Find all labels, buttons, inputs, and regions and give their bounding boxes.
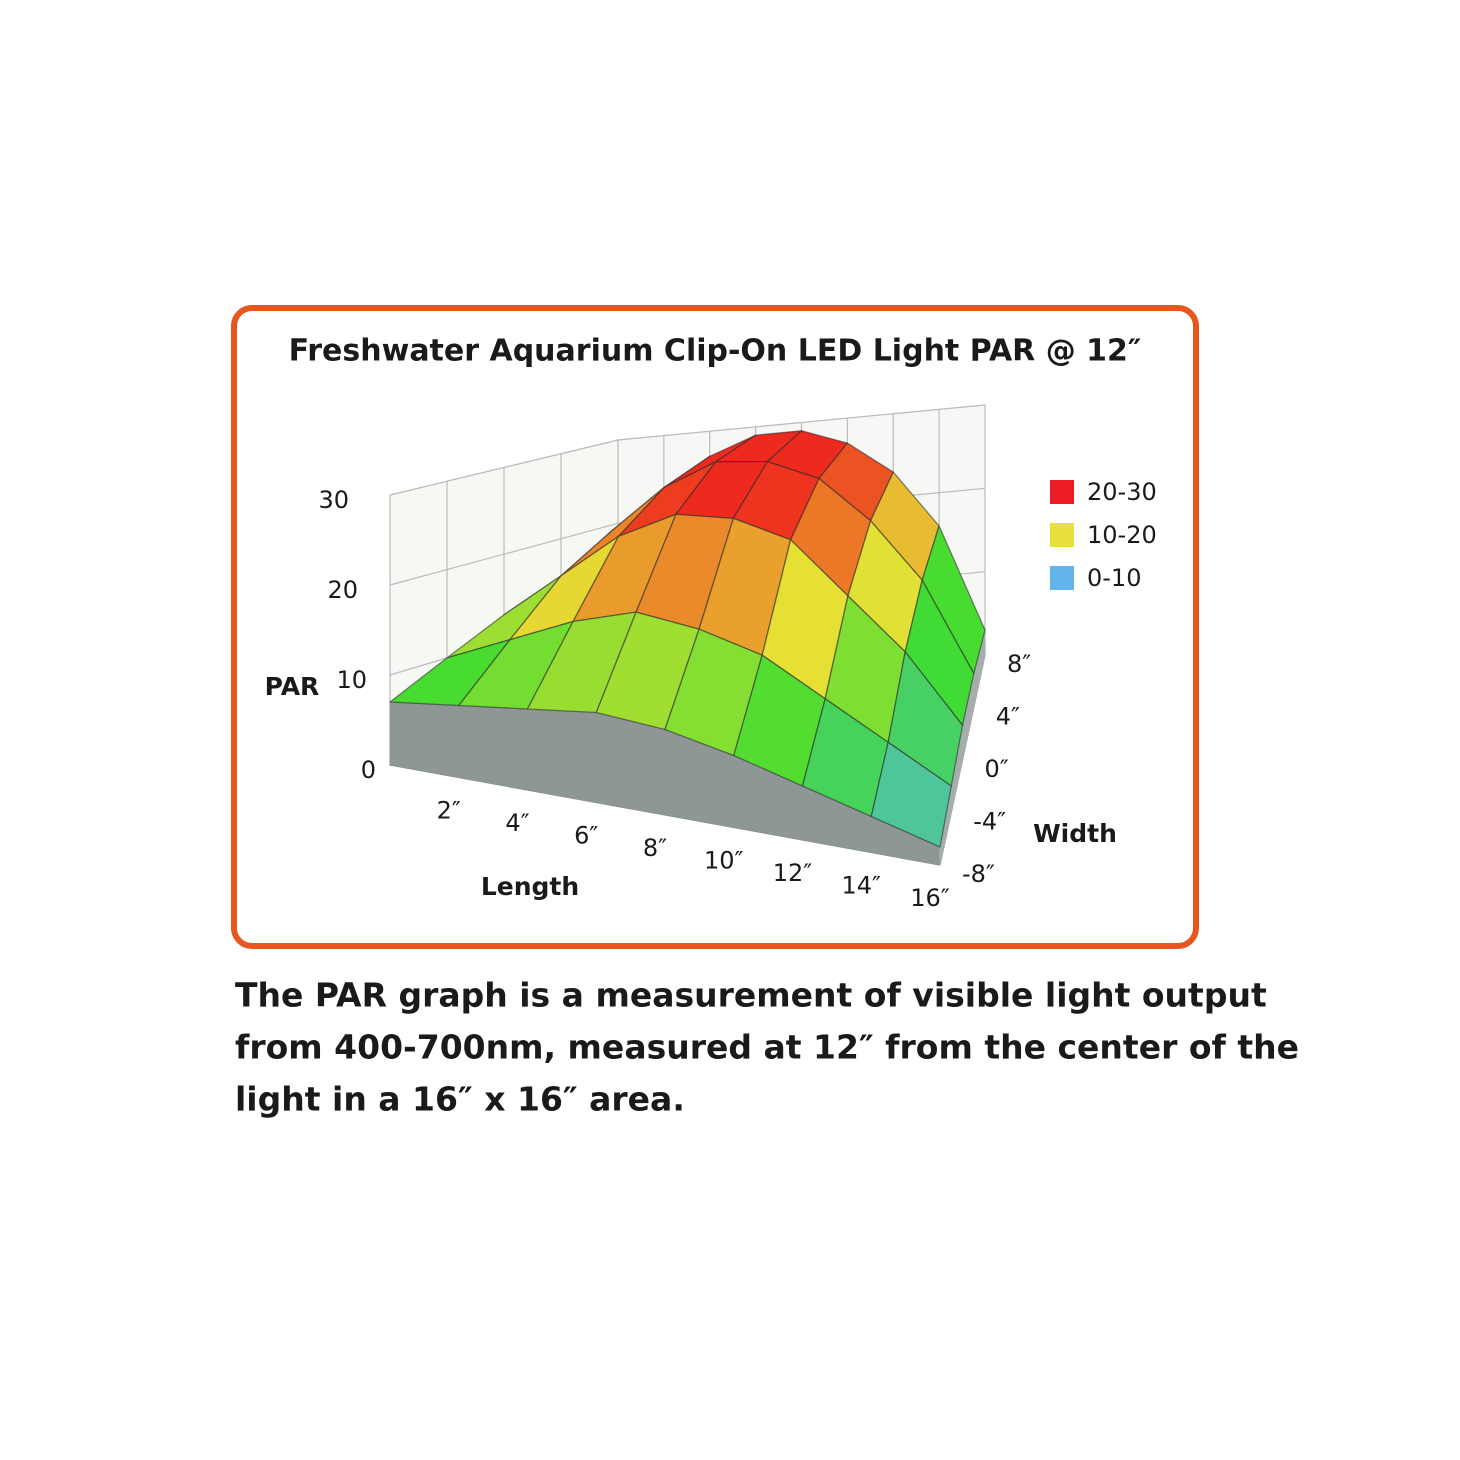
y-tick-label: -4″: [973, 808, 1006, 836]
z-tick-label: 20: [327, 576, 358, 604]
x-tick-label: 12″: [773, 859, 813, 887]
x-tick-label: 16″: [910, 884, 950, 912]
frame: [231, 305, 1199, 949]
legend-swatch: [1050, 523, 1074, 547]
y-tick-label: 0″: [985, 755, 1009, 783]
caption-line: The PAR graph is a measurement of visibl…: [235, 976, 1267, 1015]
x-tick-label: 6″: [574, 822, 598, 850]
caption-line: from 400-700nm, measured at 12″ from the…: [235, 1028, 1299, 1067]
y-tick-label: -8″: [962, 860, 995, 888]
z-tick-label: 0: [361, 756, 376, 784]
z-tick-label: 30: [318, 486, 349, 514]
x-tick-label: 4″: [505, 809, 529, 837]
x-tick-label: 8″: [643, 834, 667, 862]
chart-title: Freshwater Aquarium Clip-On LED Light PA…: [289, 334, 1142, 369]
legend-label: 20-30: [1087, 478, 1157, 506]
caption-line: light in a 16″ x 16″ area.: [235, 1080, 685, 1119]
front-side: [458, 704, 528, 791]
front-side: [527, 708, 597, 804]
legend-label: 10-20: [1087, 521, 1157, 549]
legend-swatch: [1050, 480, 1074, 504]
y-axis-label: Width: [1033, 819, 1117, 848]
y-tick-label: 4″: [996, 703, 1020, 731]
y-tick-label: 8″: [1007, 650, 1031, 678]
x-tick-label: 2″: [437, 797, 461, 825]
surface-cell: [870, 741, 952, 848]
x-axis-label: Length: [481, 872, 579, 901]
x-tick-label: 10″: [704, 847, 744, 875]
legend-label: 0-10: [1087, 564, 1141, 592]
front-side: [595, 711, 666, 816]
z-axis-label: PAR: [265, 672, 320, 701]
x-tick-label: 14″: [841, 872, 881, 900]
legend-swatch: [1050, 566, 1074, 590]
front-side: [389, 701, 460, 779]
z-tick-label: 10: [336, 666, 367, 694]
